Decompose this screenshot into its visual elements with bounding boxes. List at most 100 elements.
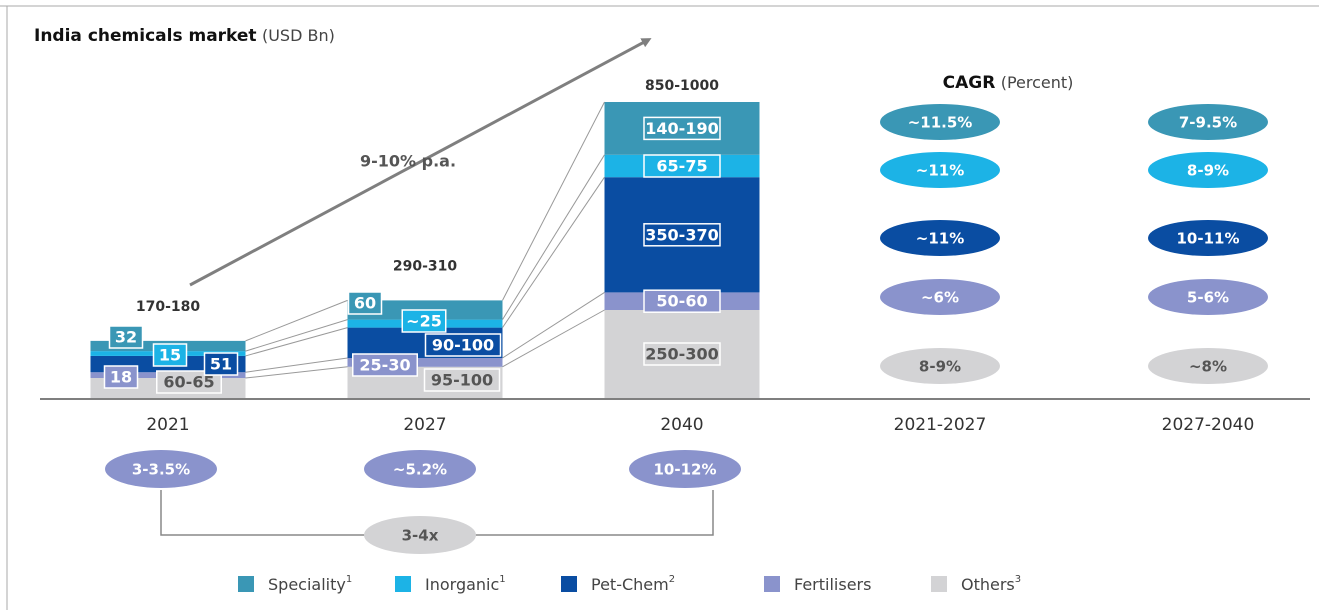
growth-label: ~5.2% <box>393 461 447 479</box>
label-box <box>108 325 144 349</box>
connector <box>245 299 348 342</box>
value-label: 25-30 <box>359 356 410 375</box>
cagr-value: ~6% <box>921 289 959 307</box>
cagr-badge <box>1148 152 1268 188</box>
value-label: 50-60 <box>656 292 707 311</box>
cagr-title: CAGR (Percent) <box>943 73 1074 94</box>
trend-label: 9-10% p.a. <box>360 152 456 171</box>
multiple-badge <box>364 516 476 554</box>
label-box <box>156 370 222 394</box>
legend-swatch <box>395 576 411 592</box>
total-label: 850-1000 <box>645 78 719 94</box>
label-box <box>643 289 721 313</box>
legend-swatch <box>238 576 254 592</box>
legend-label: Fertilisers <box>794 575 871 594</box>
legend-swatch <box>764 576 780 592</box>
total-label: 170-180 <box>136 299 201 315</box>
cagr-badge <box>880 152 1000 188</box>
value-label: 140-190 <box>645 119 718 138</box>
label-box <box>643 223 721 247</box>
growth-label: 10-12% <box>653 461 716 479</box>
bar-segment <box>347 358 503 367</box>
connector <box>245 327 348 357</box>
cagr-value: ~8% <box>1189 358 1227 376</box>
label-box <box>643 342 721 366</box>
x-tick-label: 2021 <box>146 415 189 435</box>
legend-label: Speciality1 <box>268 574 352 594</box>
cagr-value: 8-9% <box>919 358 961 376</box>
x-tick-label: 2040 <box>660 415 703 435</box>
label-box <box>203 352 239 376</box>
legend-note: 1 <box>346 574 352 585</box>
legend-note: 3 <box>1015 574 1021 585</box>
connector <box>245 319 348 352</box>
x-tick-label: 2027 <box>403 415 446 435</box>
label-box <box>352 353 418 377</box>
value-label: 350-370 <box>645 225 718 244</box>
cagr-badge <box>880 220 1000 256</box>
value-label: ~25 <box>406 312 442 331</box>
label-box <box>152 343 188 367</box>
legend-note: 1 <box>499 574 505 585</box>
period-label: 2021-2027 <box>894 415 987 435</box>
growth-badge <box>629 450 741 488</box>
connector <box>502 309 605 368</box>
label-box <box>424 333 502 357</box>
trend-arrow <box>189 38 652 287</box>
label-box <box>103 365 139 389</box>
title-main: India chemicals market <box>34 26 257 46</box>
label-box <box>347 291 383 315</box>
connector <box>245 366 348 379</box>
period-label: 2027-2040 <box>1162 415 1255 435</box>
chart-title: India chemicals market (USD Bn) <box>34 26 335 47</box>
label-box <box>643 154 721 178</box>
cagr-value: 5-6% <box>1187 289 1229 307</box>
value-label: 32 <box>115 328 137 347</box>
legend-name: Others <box>961 575 1015 594</box>
cagr-title-main: CAGR <box>943 73 996 93</box>
legend-swatch <box>931 576 947 592</box>
cagr-badge <box>1148 104 1268 140</box>
value-label: 95-100 <box>431 371 493 390</box>
cagr-value: 8-9% <box>1187 162 1229 180</box>
value-label: 60-65 <box>163 373 214 392</box>
value-label: 90-100 <box>432 336 494 355</box>
connector <box>502 176 605 328</box>
legend-name: Pet-Chem <box>591 575 669 594</box>
legend-name: Fertilisers <box>794 575 871 594</box>
legend-note: 2 <box>669 574 675 585</box>
cagr-unit: (Percent) <box>1001 73 1074 92</box>
cagr-value: 7-9.5% <box>1179 114 1237 132</box>
value-label: 18 <box>110 368 132 387</box>
cagr-badge <box>1148 220 1268 256</box>
cagr-badge <box>880 348 1000 384</box>
cagr-value: 10-11% <box>1176 230 1239 248</box>
legend-label: Pet-Chem2 <box>591 574 675 594</box>
cagr-value: ~11% <box>916 162 964 180</box>
value-label: 15 <box>159 346 181 365</box>
legend-label: Inorganic1 <box>425 574 506 594</box>
cagr-value: ~11.5% <box>908 114 973 132</box>
total-label: 290-310 <box>393 258 458 274</box>
legend-label: Others3 <box>961 574 1021 594</box>
cagr-badge <box>1148 279 1268 315</box>
legend-name: Speciality <box>268 575 346 594</box>
growth-badge <box>105 450 217 488</box>
value-label: 250-300 <box>645 345 718 364</box>
cagr-value: ~11% <box>916 230 964 248</box>
cagr-badge <box>880 279 1000 315</box>
label-box <box>643 116 721 141</box>
cagr-badge <box>1148 348 1268 384</box>
title-unit: (USD Bn) <box>262 26 335 45</box>
legend-name: Inorganic <box>425 575 499 594</box>
growth-label: 3-3.5% <box>132 461 190 479</box>
label-box <box>401 309 447 333</box>
connector <box>502 291 605 359</box>
value-label: 65-75 <box>656 157 707 176</box>
cagr-badge <box>880 104 1000 140</box>
multiple-label: 3-4x <box>402 527 439 545</box>
growth-badge <box>364 450 476 488</box>
connector <box>245 357 348 373</box>
legend-swatch <box>561 576 577 592</box>
